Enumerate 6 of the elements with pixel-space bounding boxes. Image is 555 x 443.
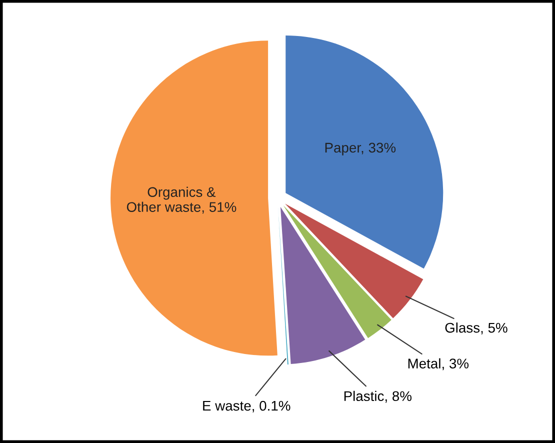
slice-label: Paper, 33% bbox=[325, 142, 396, 156]
slice-label: Plastic, 8% bbox=[344, 390, 412, 403]
slice-label: Metal, 3% bbox=[408, 358, 469, 370]
slice-label: E waste, 0.1% bbox=[203, 400, 290, 412]
slice-label: Glass, 5% bbox=[445, 322, 508, 334]
slice-label: Organics & Other waste, 51% bbox=[126, 186, 236, 214]
